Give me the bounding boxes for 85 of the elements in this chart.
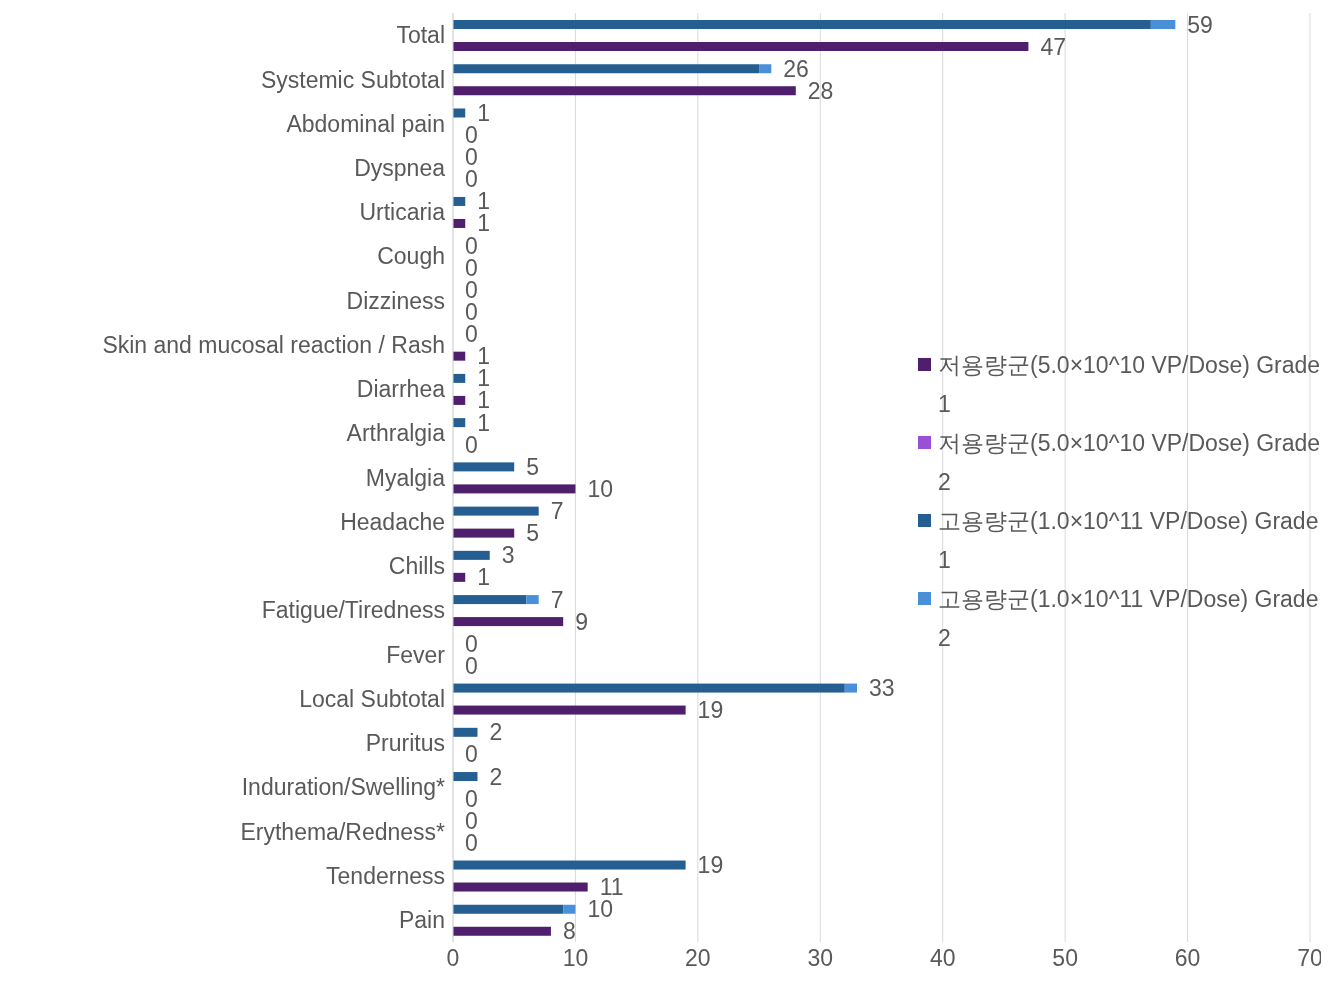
data-label: 28 — [807, 77, 834, 104]
bar — [453, 882, 588, 892]
bar — [453, 705, 686, 715]
y-tick-label: Pruritus — [365, 730, 445, 757]
x-tick-label: 20 — [685, 945, 711, 972]
legend-label: 저용량군(5.0×10^10 VP/Dose) Grade 2 — [938, 429, 1322, 497]
data-label: 26 — [783, 55, 809, 82]
bar — [453, 86, 796, 96]
bar — [453, 108, 466, 118]
data-label: 59 — [1187, 11, 1213, 38]
y-tick-label: Dizziness — [346, 287, 445, 314]
bar — [453, 42, 1029, 51]
legend-label: 고용량군(1.0×10^11 VP/Dose) Grade 2 — [938, 585, 1320, 653]
y-tick-label: Local Subtotal — [299, 685, 445, 712]
data-label: 2 — [489, 763, 503, 790]
bar — [453, 218, 466, 228]
y-tick-label: Systemic Subtotal — [260, 66, 445, 93]
y-tick-label: Diarrhea — [356, 376, 446, 403]
y-tick-label: Arthralgia — [346, 420, 446, 447]
bar — [453, 550, 490, 560]
bar — [453, 595, 527, 605]
y-tick-label: Fever — [386, 641, 446, 668]
data-label: 0 — [465, 431, 478, 458]
bar — [563, 904, 576, 914]
y-tick-label: Myalgia — [365, 464, 446, 491]
bar — [453, 373, 466, 383]
x-tick-label: 0 — [446, 945, 460, 972]
bar — [453, 196, 466, 206]
bar — [453, 484, 576, 494]
y-tick-label: Chills — [388, 553, 445, 580]
bar — [453, 462, 515, 472]
data-label: 8 — [562, 918, 576, 945]
y-tick-label: Erythema/Redness* — [240, 818, 446, 845]
bar — [453, 528, 515, 538]
bar — [453, 64, 760, 74]
data-label: 7 — [550, 498, 564, 525]
x-tick-label: 40 — [929, 945, 956, 972]
data-label: 9 — [575, 608, 588, 635]
bar — [453, 772, 478, 782]
y-tick-label: Cough — [377, 243, 445, 270]
bar — [453, 20, 1151, 29]
bar — [453, 395, 466, 405]
y-tick-label: Headache — [340, 508, 445, 535]
y-tick-label: Urticaria — [359, 199, 446, 226]
x-tick-label: 50 — [1052, 945, 1078, 972]
bar — [453, 351, 466, 361]
data-label: 19 — [697, 697, 724, 724]
data-label: 2 — [489, 719, 503, 746]
legend-label: 고용량군(1.0×10^11 VP/Dose) Grade 1 — [938, 507, 1320, 575]
bar — [453, 418, 466, 428]
data-label: 47 — [1040, 33, 1067, 60]
data-label: 0 — [465, 741, 478, 768]
bar — [453, 904, 564, 914]
bar — [453, 926, 551, 936]
legend-label: 저용량군(5.0×10^10 VP/Dose) Grade 1 — [938, 351, 1322, 419]
y-tick-label: Pain — [398, 907, 445, 934]
data-label: 33 — [869, 675, 895, 702]
bar — [453, 572, 466, 582]
x-tick-label: 60 — [1174, 945, 1201, 972]
bar — [526, 595, 539, 605]
bar — [453, 860, 686, 870]
bar — [453, 727, 478, 737]
bar — [759, 64, 772, 74]
bar — [1150, 20, 1176, 29]
bar — [844, 683, 858, 693]
y-tick-label: Tenderness — [326, 862, 445, 889]
bar — [453, 617, 564, 627]
data-label: 5 — [526, 453, 540, 480]
y-tick-label: Total — [396, 22, 445, 49]
y-tick-label: Induration/Swelling* — [241, 774, 446, 801]
y-tick-label: Fatigue/Tiredness — [261, 597, 445, 624]
y-tick-label: Dyspnea — [354, 155, 446, 181]
data-label: 5 — [526, 520, 540, 547]
data-label: 1 — [477, 99, 491, 126]
x-tick-label: 30 — [807, 945, 834, 972]
x-tick-label: 10 — [562, 945, 589, 972]
bar — [453, 506, 539, 516]
data-label: 3 — [501, 542, 515, 569]
data-label: 10 — [587, 475, 614, 502]
data-label: 1 — [477, 564, 491, 591]
bar — [453, 683, 845, 693]
y-tick-label: Abdominal pain — [286, 110, 445, 137]
data-label: 19 — [697, 852, 724, 879]
data-label: 7 — [550, 586, 564, 613]
y-tick-label: Skin and mucosal reaction / Rash — [102, 331, 445, 358]
